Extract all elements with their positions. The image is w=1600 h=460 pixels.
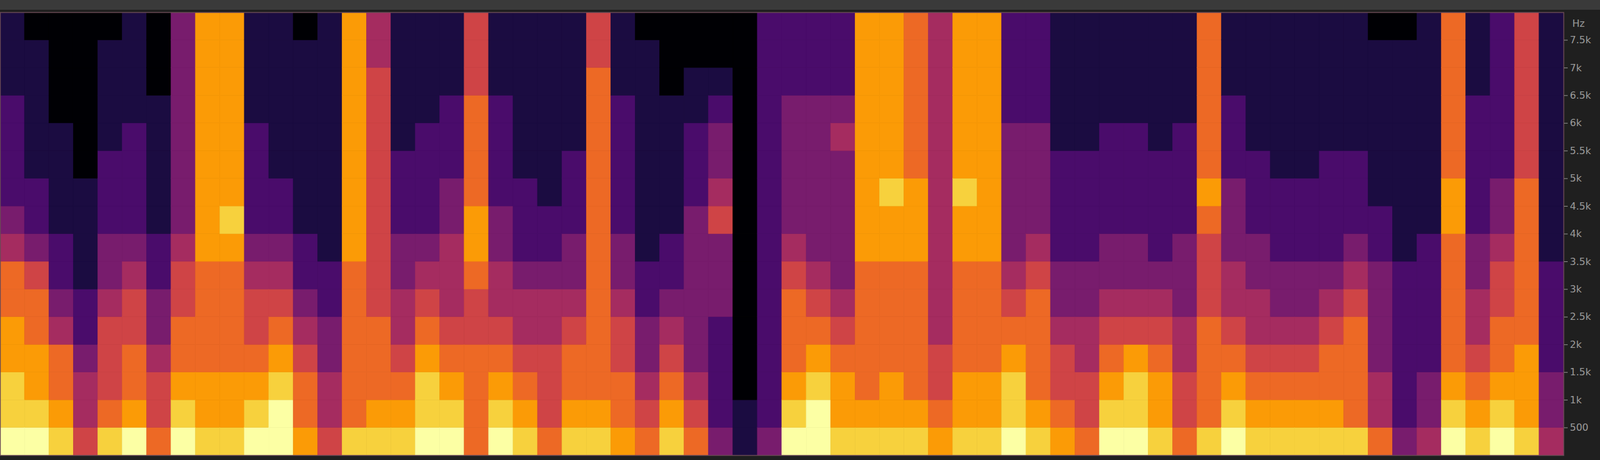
svg-text:6k: 6k: [1570, 116, 1583, 129]
svg-text:Hz: Hz: [1572, 17, 1585, 30]
svg-text:1k: 1k: [1570, 394, 1583, 406]
svg-text:6.5k: 6.5k: [1570, 89, 1592, 102]
svg-text:2k: 2k: [1570, 338, 1583, 351]
svg-text:3.5k: 3.5k: [1570, 255, 1592, 268]
svg-text:2.5k: 2.5k: [1570, 310, 1592, 323]
svg-text:3k: 3k: [1570, 283, 1583, 295]
svg-text:5.5k: 5.5k: [1570, 145, 1592, 157]
svg-text:500: 500: [1570, 421, 1590, 434]
svg-text:4.5k: 4.5k: [1570, 200, 1592, 213]
svg-text:1.5k: 1.5k: [1570, 366, 1592, 378]
svg-text:7k: 7k: [1570, 61, 1583, 74]
svg-text:4k: 4k: [1570, 227, 1583, 240]
svg-text:5k: 5k: [1570, 172, 1583, 185]
svg-text:7.5k: 7.5k: [1570, 34, 1592, 46]
